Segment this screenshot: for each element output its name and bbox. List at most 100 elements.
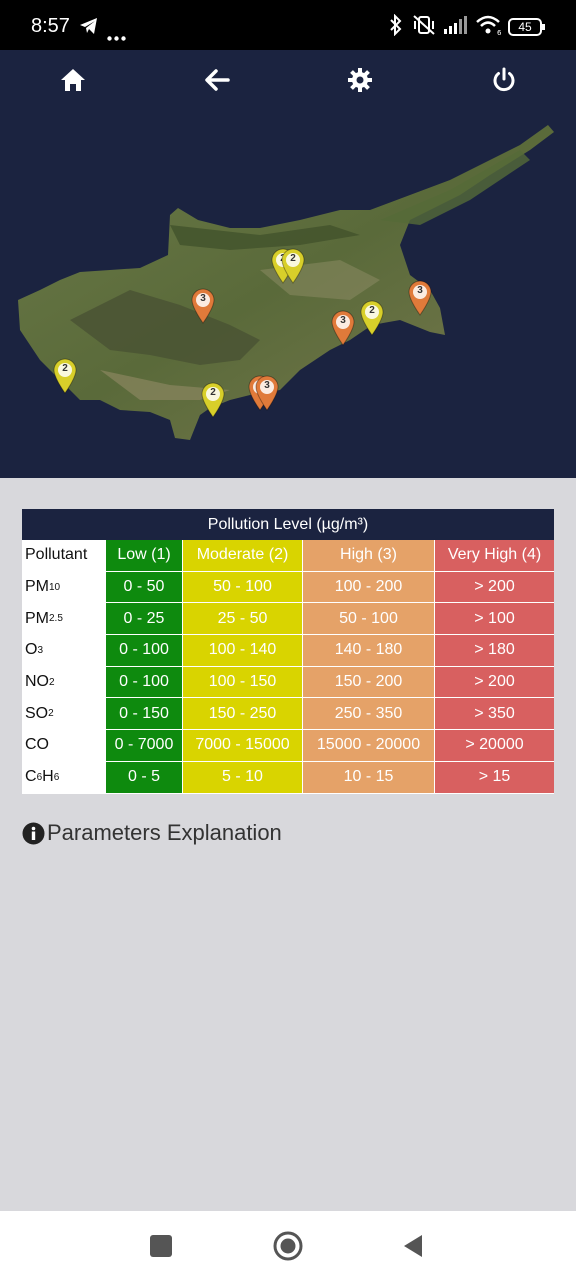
settings-icon [348, 68, 372, 92]
header-high: High (3) [303, 540, 435, 571]
range-very-high: > 200 [435, 571, 554, 603]
range-high: 50 - 100 [303, 603, 435, 635]
range-low: 0 - 25 [106, 603, 183, 635]
range-very-high: > 350 [435, 698, 554, 730]
map-marker[interactable]: 3 [330, 310, 356, 346]
range-low: 0 - 7000 [106, 730, 183, 761]
map-marker[interactable]: 2 [200, 382, 226, 418]
pollutant-subscript: 2.5 [49, 613, 63, 625]
settings-button[interactable] [342, 64, 378, 96]
range-very-high: > 15 [435, 761, 554, 793]
header-very-high: Very High (4) [435, 540, 554, 571]
pollution-legend-table: Pollution Level (µg/m³) Pollutant Low (1… [22, 509, 554, 794]
vibrate-off-icon [411, 14, 437, 40]
range-moderate: 7000 - 15000 [183, 730, 303, 761]
marker-level-label: 2 [210, 387, 216, 398]
parameters-explanation-link[interactable]: Parameters Explanation [22, 820, 282, 846]
range-low: 0 - 150 [106, 698, 183, 730]
range-very-high: > 20000 [435, 730, 554, 761]
legend-title: Pollution Level (µg/m³) [22, 509, 554, 540]
legend-row: PM 2.5 0 - 25 25 - 50 50 - 100 > 100 [22, 603, 554, 636]
range-very-high: > 200 [435, 666, 554, 698]
pollutant-formula: C [25, 768, 37, 786]
legend-header-row: Pollutant Low (1) Moderate (2) High (3) … [22, 540, 554, 572]
more-dots-icon [107, 26, 127, 45]
map-marker[interactable]: 2 [359, 300, 385, 336]
range-low: 0 - 5 [106, 761, 183, 793]
marker-level-label: 3 [264, 380, 270, 391]
wifi-icon: 6 [475, 14, 503, 40]
range-low: 0 - 100 [106, 635, 183, 666]
pollutant-subscript: 2 [48, 708, 54, 720]
power-icon [493, 67, 515, 92]
parameters-explanation-label: Parameters Explanation [47, 820, 282, 845]
back-nav-button[interactable] [395, 1228, 431, 1264]
pollutant-subscript-part2: 6 [53, 771, 60, 783]
legend-row: CO 0 - 7000 7000 - 15000 15000 - 20000 > 200… [22, 730, 554, 762]
info-icon [22, 822, 45, 844]
legend-row: SO 2 0 - 150 150 - 250 250 - 350 > 350 [22, 698, 554, 731]
pollutant-subscript: 3 [37, 644, 44, 656]
home-icon [61, 69, 85, 91]
map-marker[interactable]: 2 [280, 248, 306, 284]
pollutant-formula: PM [25, 609, 49, 627]
status-bar: 8:57 6 45 [0, 0, 576, 50]
home-nav-button[interactable] [270, 1228, 306, 1264]
pollutant-name: SO 2 [22, 698, 106, 730]
bluetooth-icon [388, 13, 404, 40]
range-high: 150 - 200 [303, 666, 435, 698]
recents-square-icon [150, 1235, 172, 1257]
telegram-icon [79, 17, 99, 39]
pollutant-name: CO [22, 730, 106, 761]
pollutant-formula: PM [25, 578, 49, 596]
back-button[interactable] [199, 64, 235, 96]
legend-row: PM 10 0 - 50 50 - 100 100 - 200 > 200 [22, 571, 554, 604]
svg-text:6: 6 [497, 29, 502, 36]
map-marker[interactable]: 2 [52, 358, 78, 394]
map-marker[interactable]: 3 [407, 280, 433, 316]
pollutant-formula: CO [25, 736, 49, 754]
pollutant-subscript: 2 [49, 676, 55, 688]
back-triangle-icon [404, 1235, 422, 1257]
map-marker[interactable]: 3 [190, 288, 216, 324]
home-button[interactable] [55, 64, 91, 96]
power-button[interactable] [486, 64, 522, 96]
signal-icon [442, 14, 470, 40]
range-moderate: 5 - 10 [183, 761, 303, 793]
range-high: 140 - 180 [303, 635, 435, 666]
range-high: 100 - 200 [303, 571, 435, 603]
cyprus-satellite-map[interactable] [0, 50, 576, 478]
map-view[interactable]: 2233232233 [0, 50, 576, 478]
recents-button[interactable] [143, 1228, 179, 1264]
range-very-high: > 180 [435, 635, 554, 666]
marker-level-label: 3 [200, 293, 206, 304]
pollutant-name: PM 10 [22, 571, 106, 603]
back-arrow-icon [205, 69, 230, 91]
pollutant-formula: SO [25, 704, 49, 722]
home-circle-icon [273, 1231, 303, 1261]
header-low: Low (1) [106, 540, 183, 571]
status-time: 8:57 [31, 15, 70, 37]
range-high: 10 - 15 [303, 761, 435, 793]
range-moderate: 25 - 50 [183, 603, 303, 635]
pollutant-name: PM 2.5 [22, 603, 106, 635]
range-low: 0 - 100 [106, 666, 183, 698]
range-moderate: 150 - 250 [183, 698, 303, 730]
range-very-high: > 100 [435, 603, 554, 635]
range-moderate: 100 - 150 [183, 666, 303, 698]
map-marker[interactable]: 3 [254, 375, 280, 411]
header-pollutant: Pollutant [22, 540, 106, 571]
range-high: 250 - 350 [303, 698, 435, 730]
range-moderate: 50 - 100 [183, 571, 303, 603]
pollutant-name: NO 2 [22, 666, 106, 698]
marker-level-label: 2 [62, 363, 68, 374]
pollutant-subscript: 10 [49, 581, 61, 593]
range-low: 0 - 50 [106, 571, 183, 603]
marker-level-label: 2 [369, 305, 375, 316]
legend-row: NO 2 0 - 100 100 - 150 150 - 200 > 200 [22, 666, 554, 699]
header-moderate: Moderate (2) [183, 540, 303, 571]
